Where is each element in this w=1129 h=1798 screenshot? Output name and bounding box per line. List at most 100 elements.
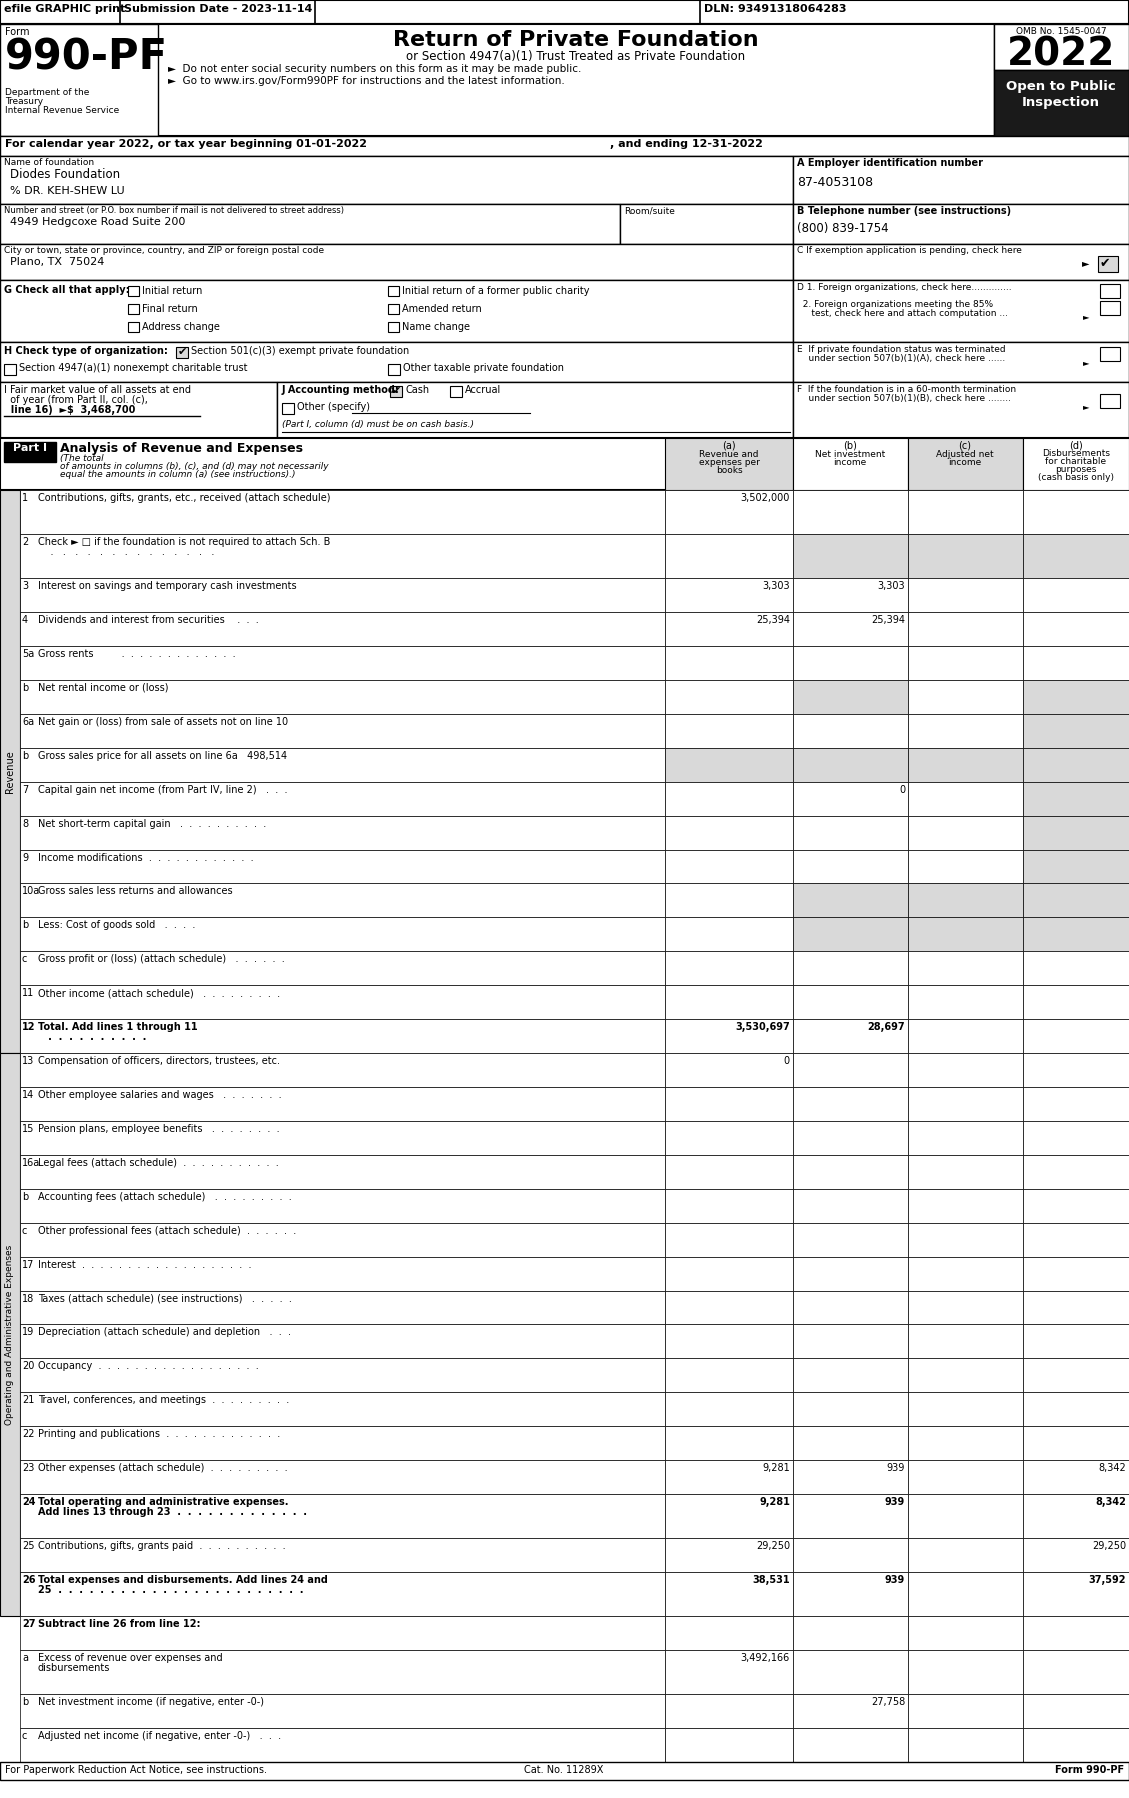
- Bar: [793, 1223, 908, 1257]
- Text: Section 4947(a)(1) nonexempt charitable trust: Section 4947(a)(1) nonexempt charitable …: [19, 363, 247, 372]
- Bar: [665, 1537, 793, 1571]
- Text: b: b: [21, 921, 28, 930]
- Text: 25,394: 25,394: [870, 615, 905, 626]
- Text: Form 990-PF: Form 990-PF: [1054, 1766, 1124, 1775]
- Bar: [1023, 680, 1129, 714]
- Bar: [390, 387, 402, 397]
- Text: 29,250: 29,250: [1092, 1541, 1126, 1552]
- Bar: [908, 1325, 1023, 1357]
- Bar: [1023, 1019, 1129, 1054]
- Text: income: income: [948, 458, 981, 467]
- Bar: [793, 491, 908, 534]
- Bar: [0, 342, 793, 381]
- Text: % DR. KEH-SHEW LU: % DR. KEH-SHEW LU: [10, 185, 124, 196]
- Text: Legal fees (attach schedule)  .  .  .  .  .  .  .  .  .  .  .: Legal fees (attach schedule) . . . . . .…: [38, 1158, 279, 1169]
- Bar: [20, 951, 665, 985]
- Text: Other employee salaries and wages   .  .  .  .  .  .  .: Other employee salaries and wages . . . …: [38, 1090, 281, 1100]
- Text: c: c: [21, 1731, 27, 1740]
- Bar: [665, 439, 793, 491]
- Bar: [1023, 917, 1129, 951]
- Bar: [176, 347, 189, 358]
- Bar: [908, 849, 1023, 883]
- Bar: [1023, 748, 1129, 782]
- Bar: [1023, 782, 1129, 816]
- Text: efile GRAPHIC print: efile GRAPHIC print: [5, 4, 125, 14]
- Bar: [20, 1728, 665, 1762]
- Bar: [1023, 1054, 1129, 1088]
- Bar: [128, 322, 139, 333]
- Bar: [665, 1460, 793, 1494]
- Bar: [665, 748, 793, 782]
- Text: Gross profit or (loss) (attach schedule)   .  .  .  .  .  .: Gross profit or (loss) (attach schedule)…: [38, 955, 285, 964]
- Text: Amended return: Amended return: [402, 304, 482, 315]
- Bar: [1023, 816, 1129, 849]
- Text: 2022: 2022: [1007, 36, 1115, 74]
- Text: 19: 19: [21, 1327, 34, 1338]
- Bar: [908, 1728, 1023, 1762]
- Text: ►: ►: [1083, 403, 1089, 412]
- Bar: [1023, 1651, 1129, 1694]
- Bar: [20, 1392, 665, 1426]
- Bar: [20, 985, 665, 1019]
- Text: Other professional fees (attach schedule)  .  .  .  .  .  .: Other professional fees (attach schedule…: [38, 1226, 296, 1235]
- Bar: [1023, 1088, 1129, 1120]
- Text: Net rental income or (loss): Net rental income or (loss): [38, 683, 168, 692]
- Text: 18: 18: [21, 1293, 34, 1304]
- Text: Dividends and interest from securities    .  .  .: Dividends and interest from securities .…: [38, 615, 259, 626]
- Text: Printing and publications  .  .  .  .  .  .  .  .  .  .  .  .  .: Printing and publications . . . . . . . …: [38, 1429, 280, 1438]
- Bar: [665, 1054, 793, 1088]
- Bar: [793, 579, 908, 611]
- Text: 939: 939: [885, 1575, 905, 1586]
- Text: 22: 22: [21, 1429, 35, 1438]
- Bar: [793, 1257, 908, 1291]
- Bar: [908, 1571, 1023, 1616]
- Text: Income modifications  .  .  .  .  .  .  .  .  .  .  .  .: Income modifications . . . . . . . . . .…: [38, 852, 254, 863]
- Text: For calendar year 2022, or tax year beginning 01-01-2022: For calendar year 2022, or tax year begi…: [5, 138, 367, 149]
- Bar: [1023, 1460, 1129, 1494]
- Bar: [20, 917, 665, 951]
- Bar: [793, 816, 908, 849]
- Text: Total operating and administrative expenses.: Total operating and administrative expen…: [38, 1498, 289, 1507]
- Bar: [1023, 439, 1129, 491]
- Text: 1: 1: [21, 493, 28, 503]
- Text: 12: 12: [21, 1021, 35, 1032]
- Bar: [793, 439, 908, 491]
- Text: Add lines 13 through 23  .  .  .  .  .  .  .  .  .  .  .  .  .: Add lines 13 through 23 . . . . . . . . …: [38, 1507, 307, 1518]
- Text: Department of the: Department of the: [5, 88, 89, 97]
- Bar: [793, 917, 908, 951]
- Bar: [1023, 611, 1129, 645]
- Bar: [0, 203, 620, 245]
- Bar: [1023, 579, 1129, 611]
- Text: 29,250: 29,250: [756, 1541, 790, 1552]
- Text: Net short-term capital gain   .  .  .  .  .  .  .  .  .  .: Net short-term capital gain . . . . . . …: [38, 818, 266, 829]
- Text: 38,531: 38,531: [752, 1575, 790, 1586]
- Text: 939: 939: [885, 1498, 905, 1507]
- Text: C If exemption application is pending, check here: C If exemption application is pending, c…: [797, 246, 1022, 255]
- Text: 0: 0: [784, 1055, 790, 1066]
- Bar: [908, 748, 1023, 782]
- Bar: [1023, 491, 1129, 534]
- Bar: [994, 70, 1129, 137]
- Bar: [20, 1291, 665, 1325]
- Text: books: books: [716, 466, 742, 475]
- Text: Number and street (or P.O. box number if mail is not delivered to street address: Number and street (or P.O. box number if…: [5, 207, 344, 216]
- Bar: [0, 1762, 1129, 1780]
- Text: Section 501(c)(3) exempt private foundation: Section 501(c)(3) exempt private foundat…: [191, 345, 409, 356]
- Bar: [793, 951, 908, 985]
- Bar: [793, 1537, 908, 1571]
- Text: Total expenses and disbursements. Add lines 24 and: Total expenses and disbursements. Add li…: [38, 1575, 327, 1586]
- Text: disbursements: disbursements: [38, 1663, 111, 1674]
- Text: Total. Add lines 1 through 11: Total. Add lines 1 through 11: [38, 1021, 198, 1032]
- Bar: [1099, 255, 1118, 271]
- Bar: [665, 1188, 793, 1223]
- Bar: [908, 917, 1023, 951]
- Text: purposes: purposes: [1056, 466, 1096, 475]
- Bar: [1023, 1154, 1129, 1188]
- Bar: [793, 680, 908, 714]
- Bar: [0, 156, 793, 203]
- Text: Name of foundation: Name of foundation: [5, 158, 94, 167]
- Text: 3,502,000: 3,502,000: [741, 493, 790, 503]
- Text: 25,394: 25,394: [756, 615, 790, 626]
- Bar: [20, 1651, 665, 1694]
- Bar: [665, 1120, 793, 1154]
